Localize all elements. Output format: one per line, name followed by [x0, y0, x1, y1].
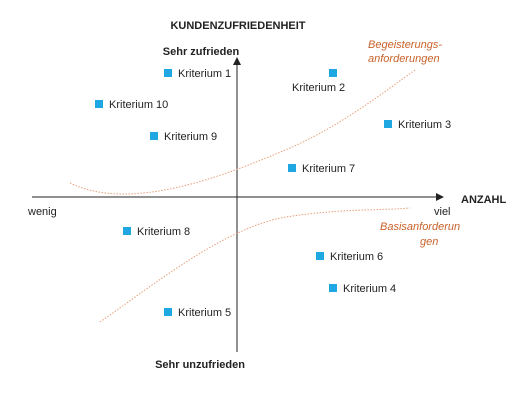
- criterion-marker: [288, 164, 296, 172]
- criterion-marker: [164, 308, 172, 316]
- criterion-3: Kriterium 3: [384, 119, 451, 131]
- upper-curve-label-line2: anforderungen: [368, 53, 440, 65]
- lower-curve-label-line2: gen: [420, 236, 438, 248]
- criterion-label: Kriterium 4: [343, 283, 396, 295]
- criterion-5: Kriterium 5: [164, 307, 231, 319]
- x-axis-right-label: viel: [434, 206, 451, 218]
- criterion-6: Kriterium 6: [316, 251, 383, 263]
- criterion-9: Kriterium 9: [150, 131, 217, 143]
- criterion-4: Kriterium 4: [329, 283, 396, 295]
- criterion-marker: [164, 69, 172, 77]
- upper-curve-label-line1: Begeisterungs-: [368, 39, 442, 51]
- criterion-label: Kriterium 7: [302, 163, 355, 175]
- criterion-10: Kriterium 10: [95, 99, 168, 111]
- criterion-2: Kriterium 2: [292, 69, 345, 94]
- criterion-label: Kriterium 10: [109, 99, 168, 111]
- lower-curve-label-line1: Basisanforderun: [380, 221, 460, 233]
- criterion-7: Kriterium 7: [288, 163, 355, 175]
- y-axis-top-label: Sehr zufrieden: [163, 46, 240, 58]
- y-axis-title: KUNDENZUFRIEDENHEIT: [170, 20, 305, 32]
- criterion-marker: [329, 284, 337, 292]
- criterion-marker: [95, 100, 103, 108]
- criterion-marker: [384, 120, 392, 128]
- criterion-marker: [329, 69, 337, 77]
- criterion-marker: [316, 252, 324, 260]
- criterion-marker: [150, 132, 158, 140]
- criterion-label: Kriterium 9: [164, 131, 217, 143]
- criterion-label: Kriterium 8: [137, 226, 190, 238]
- x-axis-title: ANZAHL: [461, 194, 506, 206]
- lower-requirement-curve: [99, 207, 411, 323]
- criterion-1: Kriterium 1: [164, 68, 231, 80]
- criterion-label: Kriterium 2: [292, 82, 345, 94]
- criterion-label: Kriterium 1: [178, 68, 231, 80]
- y-axis-bottom-label: Sehr unzufrieden: [155, 359, 245, 371]
- criterion-8: Kriterium 8: [123, 226, 190, 238]
- criterion-label: Kriterium 5: [178, 307, 231, 319]
- upper-requirement-curve: [69, 69, 416, 195]
- criterion-label: Kriterium 3: [398, 119, 451, 131]
- criterion-marker: [123, 227, 131, 235]
- criterion-label: Kriterium 6: [330, 251, 383, 263]
- x-axis-left-label: wenig: [27, 206, 57, 218]
